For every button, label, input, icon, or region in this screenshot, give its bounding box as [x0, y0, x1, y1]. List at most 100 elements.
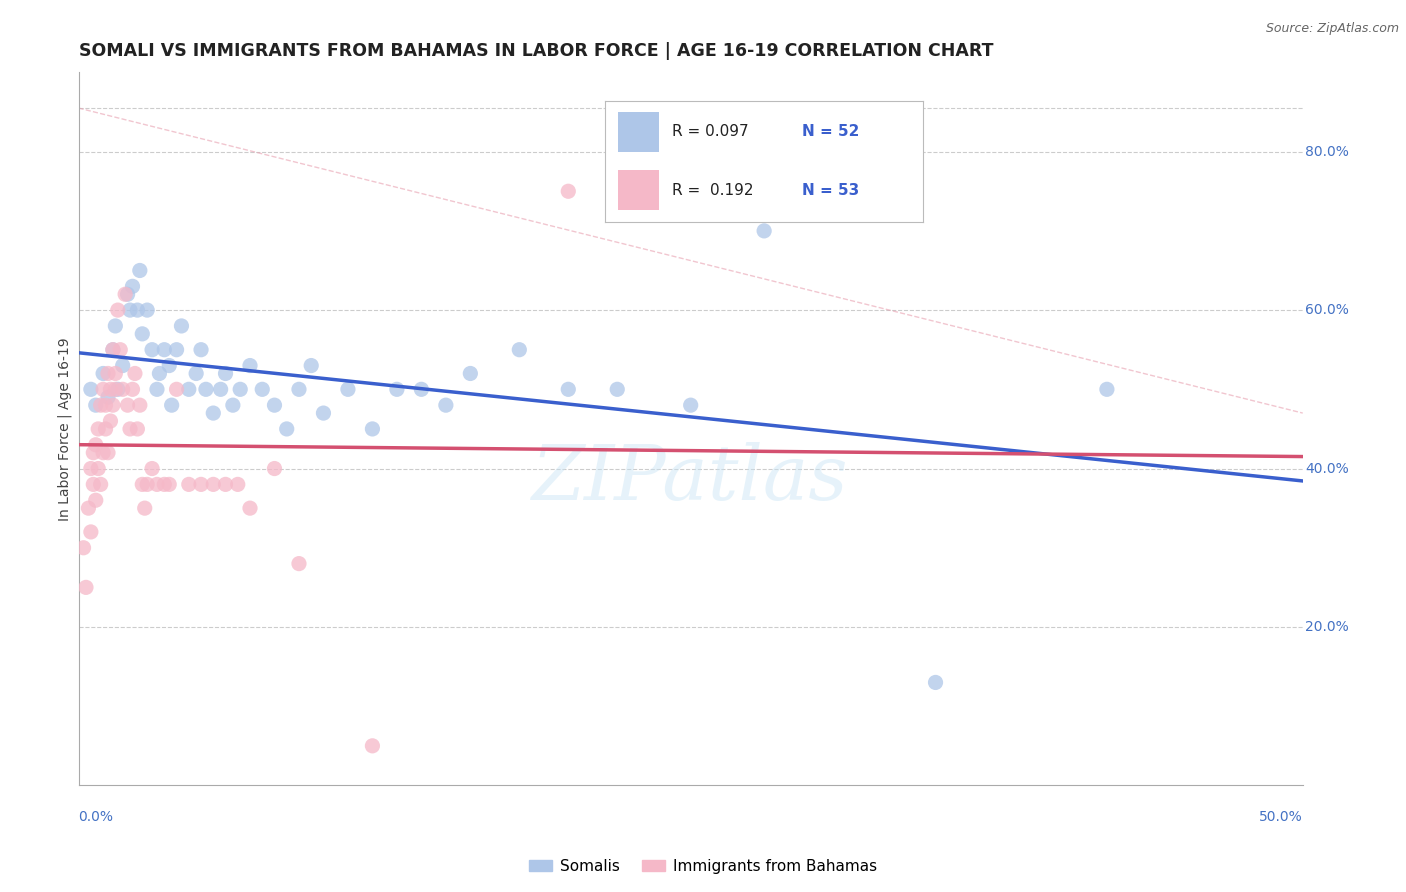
Point [557, 184, 579, 198]
Legend: Somalis, Immigrants from Bahamas: Somalis, Immigrants from Bahamas [523, 853, 883, 880]
Point [288, 382, 311, 396]
Text: 50.0%: 50.0% [1258, 811, 1303, 824]
Point [121, 382, 143, 396]
Point [75, 580, 97, 594]
Text: SOMALI VS IMMIGRANTS FROM BAHAMAS IN LABOR FORCE | AGE 16-19 CORRELATION CHART: SOMALI VS IMMIGRANTS FROM BAHAMAS IN LAB… [79, 42, 993, 60]
Point [239, 359, 262, 373]
Point [131, 477, 153, 491]
Point [679, 398, 702, 412]
Point [312, 406, 335, 420]
Point [166, 382, 188, 396]
Point [157, 477, 180, 491]
Point [114, 287, 136, 301]
Point [97, 446, 120, 460]
Point [117, 287, 139, 301]
Text: 0.0%: 0.0% [79, 811, 114, 824]
Point [434, 398, 457, 412]
Point [336, 382, 359, 396]
Point [94, 398, 117, 412]
Point [91, 382, 114, 396]
Point [263, 398, 285, 412]
Point [104, 382, 127, 396]
Point [170, 318, 193, 333]
Point [202, 477, 225, 491]
Point [101, 398, 124, 412]
Point [82, 477, 104, 491]
Point [557, 382, 579, 396]
Point [124, 367, 146, 381]
Point [91, 446, 114, 460]
Point [131, 326, 153, 341]
Point [411, 382, 433, 396]
Point [146, 477, 169, 491]
Point [77, 501, 100, 516]
Point [84, 493, 107, 508]
Point [84, 398, 107, 412]
Point [111, 382, 134, 396]
Point [136, 477, 159, 491]
Point [226, 477, 249, 491]
Point [90, 398, 112, 412]
Point [288, 557, 311, 571]
Point [104, 367, 127, 381]
Point [460, 367, 482, 381]
Point [128, 263, 150, 277]
Text: ZIPatlas: ZIPatlas [533, 442, 849, 516]
Point [117, 398, 139, 412]
Point [101, 343, 124, 357]
Point [97, 390, 120, 404]
Point [91, 367, 114, 381]
Point [229, 382, 252, 396]
Text: 60.0%: 60.0% [1305, 303, 1350, 317]
Point [87, 461, 110, 475]
Point [94, 422, 117, 436]
Y-axis label: In Labor Force | Age 16-19: In Labor Force | Age 16-19 [58, 337, 72, 521]
Point [186, 367, 208, 381]
Text: 40.0%: 40.0% [1305, 461, 1348, 475]
Point [385, 382, 408, 396]
Point [87, 422, 110, 436]
Point [924, 675, 946, 690]
Point [121, 279, 143, 293]
Point [166, 343, 188, 357]
Point [157, 359, 180, 373]
Point [118, 422, 141, 436]
Point [80, 461, 103, 475]
Point [72, 541, 94, 555]
Point [606, 382, 628, 396]
Point [111, 359, 134, 373]
Text: 20.0%: 20.0% [1305, 620, 1348, 634]
Point [127, 303, 149, 318]
Point [84, 438, 107, 452]
Point [153, 343, 176, 357]
Point [82, 446, 104, 460]
Point [1095, 382, 1118, 396]
Point [127, 422, 149, 436]
Text: 80.0%: 80.0% [1305, 145, 1350, 159]
Point [80, 382, 103, 396]
Point [146, 382, 169, 396]
Point [110, 343, 132, 357]
Point [97, 367, 120, 381]
Point [101, 343, 124, 357]
Point [118, 303, 141, 318]
Point [148, 367, 170, 381]
Point [141, 461, 163, 475]
Point [299, 359, 322, 373]
Point [263, 461, 285, 475]
Point [136, 303, 159, 318]
Point [90, 477, 112, 491]
Text: Source: ZipAtlas.com: Source: ZipAtlas.com [1265, 22, 1399, 36]
Point [141, 343, 163, 357]
Point [202, 406, 225, 420]
Point [276, 422, 298, 436]
Point [214, 367, 236, 381]
Point [100, 382, 122, 396]
Point [128, 398, 150, 412]
Point [104, 318, 127, 333]
Point [160, 398, 183, 412]
Point [134, 501, 156, 516]
Point [752, 224, 775, 238]
Point [153, 477, 176, 491]
Point [209, 382, 232, 396]
